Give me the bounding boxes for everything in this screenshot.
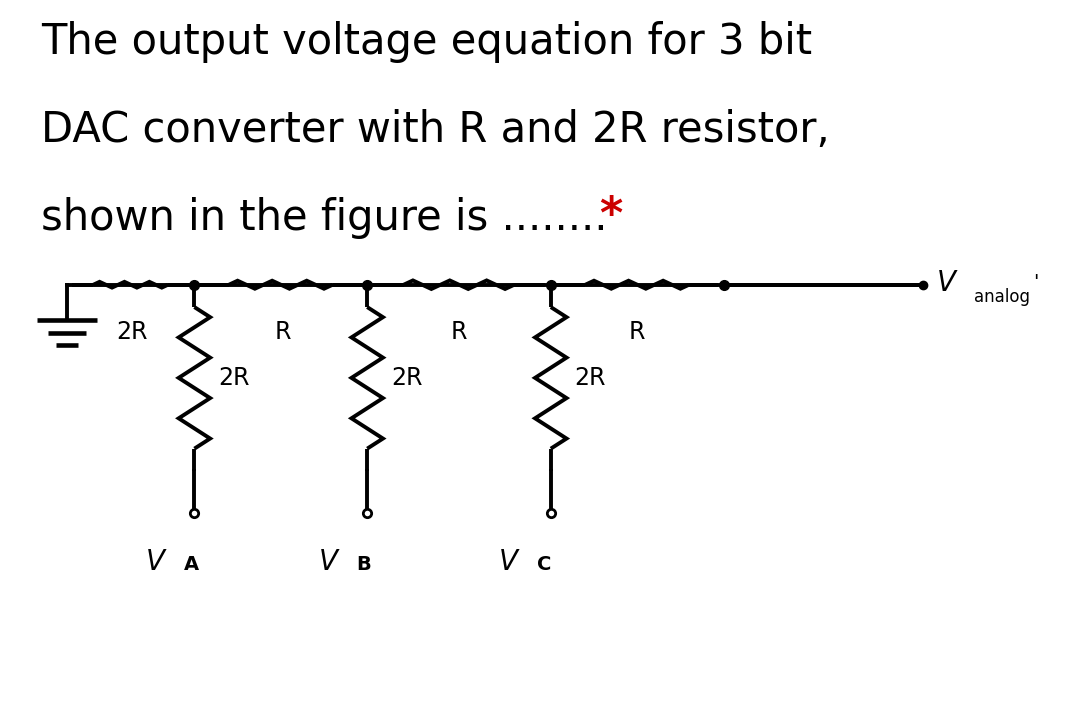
Text: 2R: 2R [218, 366, 249, 390]
Text: C: C [537, 555, 551, 574]
Text: 2R: 2R [391, 366, 422, 390]
Text: R: R [450, 320, 468, 344]
Text: $V$: $V$ [318, 548, 340, 576]
Text: $V$: $V$ [936, 269, 959, 297]
Text: $V$: $V$ [145, 548, 167, 576]
Text: DAC converter with R and 2R resistor,: DAC converter with R and 2R resistor, [41, 109, 829, 151]
Text: 2R: 2R [116, 320, 148, 344]
Text: B: B [356, 555, 372, 574]
Text: R: R [274, 320, 292, 344]
Text: $V$: $V$ [498, 548, 521, 576]
Text: A: A [184, 555, 199, 574]
Text: R: R [629, 320, 646, 344]
Text: analog: analog [974, 288, 1030, 307]
Text: The output voltage equation for 3 bit: The output voltage equation for 3 bit [41, 21, 812, 63]
Text: ': ' [1034, 273, 1039, 292]
Text: 2R: 2R [575, 366, 606, 390]
Text: shown in the figure is ........: shown in the figure is ........ [41, 197, 608, 239]
Text: *: * [599, 194, 623, 237]
